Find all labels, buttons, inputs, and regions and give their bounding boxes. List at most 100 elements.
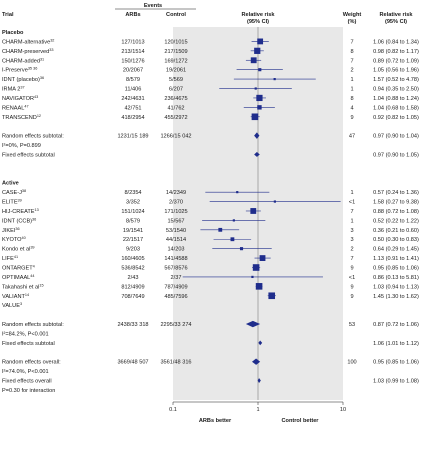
control-events: 53/1540 [166,228,186,234]
row-study: HIJ-CREATE13 151/1024 171/1025 7 0.88 (0.72 … [2,208,419,215]
events-header: Events [144,3,162,9]
rr-ci-value: 1.45 (1.30 to 1.62) [373,294,419,300]
rr-ci-value: 0.98 (0.82 to 1.17) [373,49,419,55]
point-estimate [259,255,266,261]
study-label: Kondo et al39 [2,246,35,253]
rr-ci-value: 0.52 (0.22 to 1.22) [373,218,419,224]
point-estimate [236,191,239,194]
reference-superscript: 37 [20,86,24,90]
control-events: 2/370 [169,200,183,206]
rr2-ci-header: (95% CI) [385,19,407,25]
row-note: I²=74.0%, P<0.001 [2,369,49,375]
row-study: CHARM-added31 150/1276 169/1272 7 0.89 (0.72… [2,57,419,64]
group-label: Placebo [2,30,24,36]
weight-value: 7 [350,256,353,262]
control-header: Control [166,12,186,18]
row-study: CHARM-alternative32 127/1013 120/1015 7 1.06… [2,38,419,45]
control-events: 14/2349 [166,190,186,196]
control-events: 2/37 [171,275,182,281]
arbs-events: 3/352 [126,200,140,206]
study-label: IDNT (placebo)36 [2,76,44,83]
study-label: JIKEI36 [2,227,20,234]
weight-value: <1 [349,275,355,281]
rr2-header: Relative risk [380,12,414,18]
point-estimate [250,57,257,64]
study-label: HIJ-CREATE13 [2,208,39,215]
tick-label: 0.1 [169,407,177,413]
rr-ci-value: 1.06 (0.84 to 1.34) [373,39,419,45]
reference-superscript: 13 [35,208,39,212]
reference-superscript: 36 [32,217,36,221]
row-study: IDNT (placebo)36 8/579 5/569 1 1.57 (0.52 to… [2,76,419,83]
weight-value: 9 [350,284,353,290]
arbs-events: 213/1514 [121,49,144,55]
arbs-events: 42/751 [124,105,141,111]
rr-ci-value: 0.95 (0.85 to 1.06) [373,266,419,272]
weight-pct-header: (%) [348,19,357,25]
control-events: 455/2972 [164,115,187,121]
row-summary: Fixed effects subtotal 0.97 (0.90 to 1.05… [2,152,419,158]
row-study: LIFE41 160/4605 141/4588 7 1.13 (0.91 to 1.4… [2,255,419,262]
rr-ci-value: 0.87 (0.72 to 1.06) [373,322,419,328]
row-study: ELITE39 3/352 2/370 <1 1.58 (0.27 to 9.38) [2,199,419,206]
control-events: 6/207 [169,87,183,93]
weight-value: 7 [350,209,353,215]
reference-superscript: 39 [30,246,34,250]
row-study: NAVIGATOR43 242/4631 236/4675 8 1.04 (0.88 t… [2,94,419,102]
study-label: KYOTO40 [2,236,26,243]
weight-value: 8 [350,96,353,102]
point-estimate [250,208,257,214]
rr-ci-value: 0.89 (0.72 to 1.09) [373,58,419,64]
summary-diamond [257,378,261,383]
rr-ci-value: 0.64 (0.29 to 1.45) [373,247,419,253]
weight-value: 9 [350,266,353,272]
rr-ci-value: 1.06 (1.01 to 1.12) [373,341,419,347]
study-label: VALUE3 [2,302,22,309]
row-study: Kondo et al39 9/203 14/203 2 0.64 (0.29 to 1… [2,246,419,253]
row-note: I²=0%, P=0.899 [2,143,41,149]
arbs-events: 8/2354 [124,190,141,196]
rr-ci-value: 1.57 (0.52 to 4.78) [373,77,419,83]
weight-value: 9 [350,294,353,300]
summary-diamond [245,320,261,328]
rr-header: Relative risk [242,12,276,18]
rr-ci-value: 0.57 (0.24 to 1.36) [373,190,419,196]
rr-ci-value: 1.05 (0.56 to 1.96) [373,68,419,74]
header: Events Trial ARBs Control Relative risk … [2,3,413,25]
arbs-events: 8/579 [126,218,140,224]
rr-ci-header: (95% CI) [247,19,269,25]
arbs-events: 160/4605 [121,256,144,262]
study-label: CASE-J38 [2,189,26,196]
point-estimate [256,94,263,102]
study-label: CHARM-preserved33 [2,48,53,55]
row-study: ONTARGET4 536/8542 567/8576 9 0.95 (0.85 to … [2,264,419,272]
row-note: I²=84.2%, P<0.001 [2,331,49,337]
rr-ci-value: 1.03 (0.99 to 1.08) [373,379,419,385]
row-group: Placebo [2,30,24,36]
point-estimate [273,78,276,81]
arbs-events: 418/2954 [121,115,144,121]
rr-ci-value: 0.92 (0.82 to 1.05) [373,115,419,121]
study-label: TRANSCEND12 [2,114,41,121]
reference-superscript: 41 [14,255,18,259]
rr-ci-value: 1.04 (0.88 to 1.24) [373,96,419,102]
row-summary: Random effects subtotal: 1231/15 189 1266/… [2,132,419,140]
weight-value: 100 [347,360,356,366]
left-direction-label: ARBs better [199,418,232,424]
weight-value: 2 [350,68,353,74]
control-events: 141/4588 [164,256,187,262]
study-label: RENAAL47 [2,104,29,111]
weight-value: 1 [350,190,353,196]
arbs-events: 151/1024 [121,209,144,215]
arbs-events: 2/43 [128,275,139,281]
reference-superscript: 36 [15,227,19,231]
weight-value: 53 [349,322,355,328]
arbs-events: 9/203 [126,247,140,253]
reference-superscript: 3 [20,302,22,306]
rr-ci-value: 0.88 (0.72 to 1.08) [373,209,419,215]
arbs-events: 242/4631 [121,96,144,102]
study-label: Random effects subtotal: [2,322,64,328]
weight-value: 9 [350,115,353,121]
point-estimate [258,68,262,72]
